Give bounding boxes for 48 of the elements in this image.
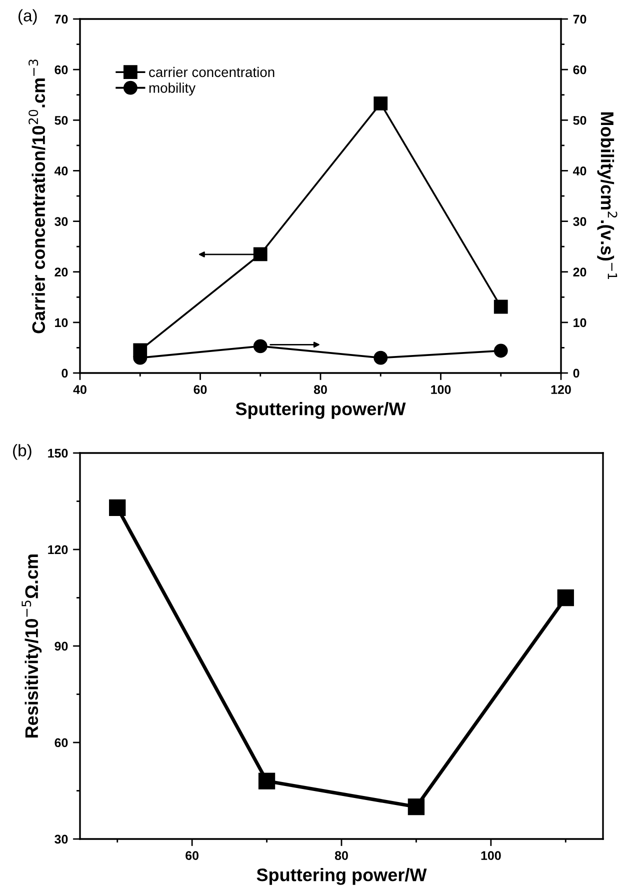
y-tick-label: 20 bbox=[54, 268, 68, 277]
x-axis-title: Sputtering power/W bbox=[236, 402, 406, 419]
point bbox=[374, 96, 388, 110]
y-tick-label: 150 bbox=[48, 448, 68, 458]
y-tick-label: 40 bbox=[54, 166, 68, 176]
x-tick-label: 60 bbox=[186, 851, 199, 860]
y-axis-title: Carrier concentration/10$^{20}$.cm$^{−3}$ bbox=[28, 60, 46, 334]
chart-title: (b) bbox=[13, 444, 32, 460]
y2-tick-label: 60 bbox=[573, 65, 586, 74]
x-tick-label: 100 bbox=[431, 385, 451, 394]
point bbox=[258, 772, 276, 790]
y-tick-label: 30 bbox=[54, 834, 68, 844]
y2-tick-label: 70 bbox=[573, 14, 586, 24]
y-tick-label: 50 bbox=[54, 116, 68, 125]
x-tick-label: 80 bbox=[334, 851, 348, 860]
y-tick-label: 30 bbox=[54, 217, 68, 226]
y2-tick-label: 20 bbox=[573, 268, 586, 277]
point bbox=[557, 589, 574, 606]
x-tick-label: 100 bbox=[481, 851, 501, 860]
y-tick-label: 60 bbox=[54, 65, 68, 74]
y-tick-label: 0 bbox=[62, 368, 68, 378]
point bbox=[109, 499, 126, 516]
y2-tick-label: 10 bbox=[574, 318, 586, 328]
y2-tick-label: 0 bbox=[573, 368, 580, 378]
point bbox=[408, 798, 425, 816]
x-tick-label: 60 bbox=[194, 385, 207, 394]
point bbox=[374, 350, 388, 365]
y-axis-title: Resisitivity/10$^{−5}$Ω.cm bbox=[22, 554, 42, 738]
point bbox=[253, 247, 268, 262]
legend-label: carrier concentration bbox=[149, 66, 274, 78]
x-axis-title: Sputtering power/W bbox=[256, 868, 427, 885]
y-tick-label: 120 bbox=[48, 545, 68, 554]
point bbox=[494, 300, 508, 314]
point bbox=[253, 339, 268, 354]
y2-tick-label: 50 bbox=[573, 116, 586, 125]
y2-tick-label: 30 bbox=[573, 217, 586, 226]
point bbox=[494, 344, 508, 358]
y2-tick-label: 40 bbox=[572, 166, 586, 176]
y2-axis-title: Mobility/cm$^{2}$.(v.s)$^{−1}$ bbox=[597, 112, 618, 280]
x-tick-label: 120 bbox=[551, 385, 571, 394]
chart-title: (a) bbox=[18, 9, 37, 25]
legend-label: mobility bbox=[149, 82, 196, 96]
y-tick-label: 70 bbox=[54, 14, 68, 24]
y-tick-label: 60 bbox=[54, 738, 68, 748]
y-tick-label: 10 bbox=[55, 318, 68, 328]
x-tick-label: 40 bbox=[73, 385, 86, 394]
x-tick-label: 80 bbox=[314, 385, 327, 394]
y-tick-label: 90 bbox=[54, 642, 68, 651]
